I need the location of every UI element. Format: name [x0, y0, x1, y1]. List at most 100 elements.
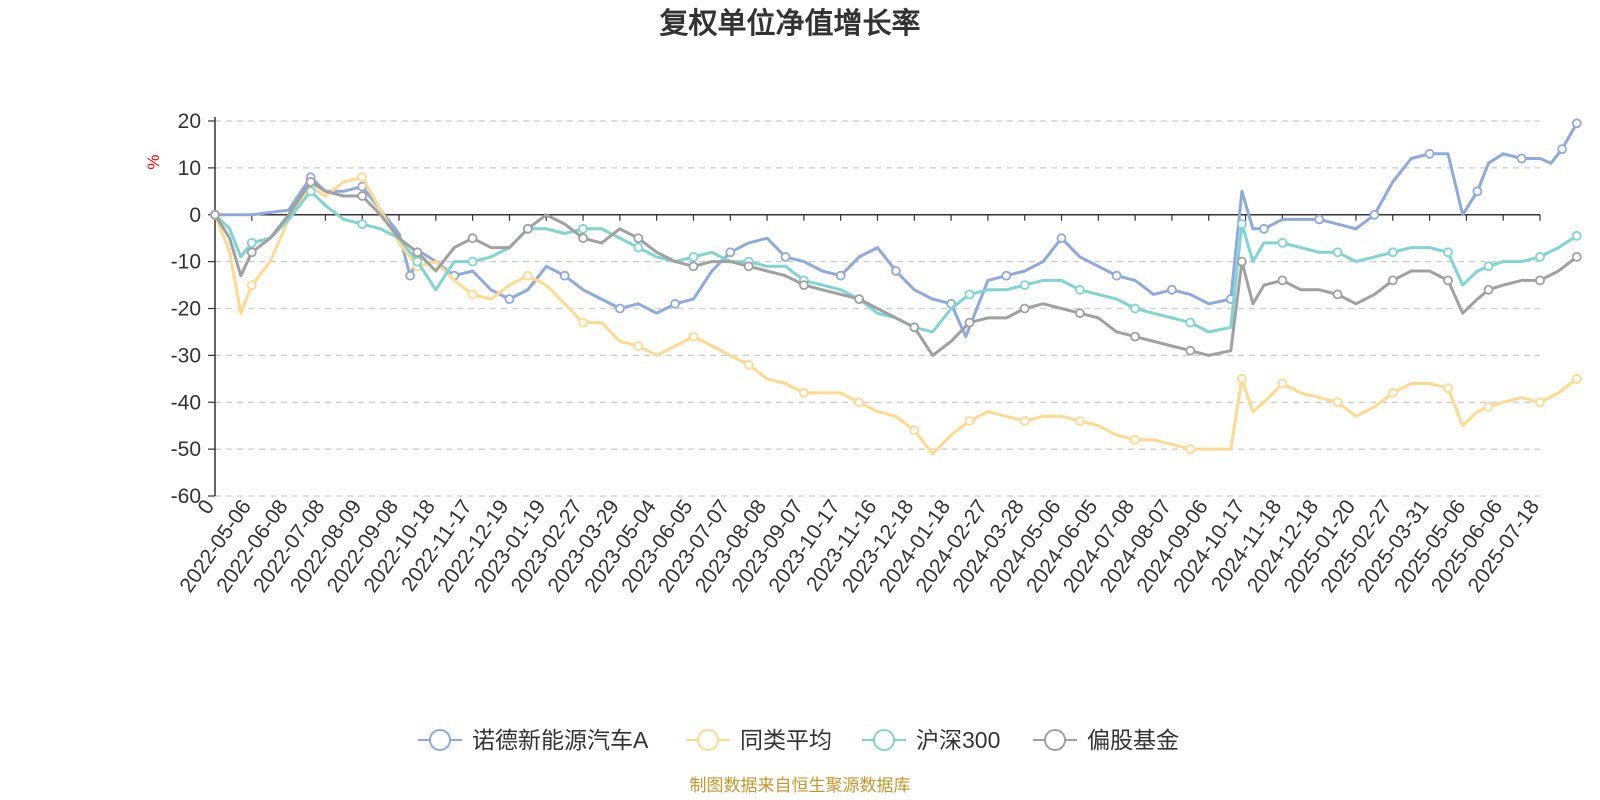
data-point: [799, 280, 809, 291]
data-point: [1277, 378, 1288, 389]
legend-marker: [697, 729, 719, 751]
data-point: [467, 233, 478, 244]
data-point: [1535, 397, 1545, 408]
legend-label: 同类平均: [740, 727, 832, 753]
data-point: [1443, 247, 1453, 258]
data-point: [1019, 303, 1030, 314]
legend[interactable]: 诺德新能源汽车A 同类平均 沪深300 偏股基金: [418, 727, 1179, 753]
data-point: [1483, 261, 1494, 272]
data-point: [1483, 401, 1494, 412]
data-point: [1332, 289, 1343, 300]
data-point: [670, 298, 680, 309]
data-point: [1130, 434, 1140, 445]
y-tick-label: 0: [189, 204, 201, 227]
data-point: [246, 247, 257, 258]
data-point: [1019, 416, 1030, 426]
series-line-1: [213, 175, 1578, 456]
data-point: [909, 322, 920, 333]
x-tick-label: 0: [194, 496, 220, 519]
data-point: [854, 294, 864, 305]
data-point: [210, 209, 220, 220]
data-point: [1237, 256, 1247, 267]
data-point: [412, 247, 423, 258]
data-point: [688, 251, 699, 262]
axis-layer: 20100-10-20-30-40-50-6002022-05-062022-0…: [171, 110, 1544, 597]
chart-title: 复权单位净值增长率: [659, 6, 920, 40]
data-point: [357, 191, 368, 201]
data-point: [412, 256, 423, 267]
data-point: [1571, 118, 1582, 129]
data-point: [504, 294, 515, 305]
data-point: [1111, 270, 1122, 281]
data-point: [964, 289, 975, 300]
data-point: [305, 176, 316, 187]
data-point: [1387, 387, 1398, 398]
y-tick-label: -60: [171, 485, 201, 508]
data-point: [246, 280, 257, 291]
data-point: [743, 261, 754, 272]
data-point: [1130, 331, 1140, 342]
data-point: [522, 270, 533, 281]
data-point: [578, 233, 588, 244]
data-point: [1314, 214, 1325, 225]
data-point: [1185, 345, 1196, 356]
data-point: [1167, 284, 1177, 295]
data-point: [1237, 373, 1247, 384]
data-point: [522, 223, 533, 234]
data-point: [1571, 251, 1582, 262]
data-point: [854, 397, 864, 408]
data-point: [909, 425, 920, 436]
legend-label: 沪深300: [916, 727, 1000, 753]
data-point: [835, 270, 846, 281]
legend-item-2[interactable]: 沪深300: [862, 727, 1000, 753]
legend-item-3[interactable]: 偏股基金: [1033, 727, 1179, 753]
data-point: [1443, 275, 1453, 286]
data-point: [1075, 416, 1085, 426]
series-line-0: [215, 122, 1579, 339]
data-point: [964, 416, 975, 426]
data-point: [357, 172, 368, 183]
series-layer: [210, 118, 1582, 456]
data-point: [1019, 280, 1030, 291]
legend-label: 偏股基金: [1087, 727, 1179, 753]
data-point: [688, 331, 699, 342]
data-point: [467, 289, 478, 300]
legend-item-0[interactable]: 诺德新能源汽车A: [418, 727, 649, 753]
data-point: [1075, 308, 1085, 319]
data-point: [1535, 251, 1545, 262]
data-point: [964, 317, 975, 328]
data-point: [578, 223, 588, 234]
data-point: [467, 256, 478, 267]
data-point: [1277, 237, 1288, 248]
data-point: [891, 266, 901, 276]
y-tick-label: 10: [178, 157, 201, 180]
y-axis-label: %: [144, 154, 163, 169]
data-point: [1332, 397, 1343, 408]
legend-item-1[interactable]: 同类平均: [686, 727, 832, 753]
data-point: [1369, 209, 1380, 220]
legend-label: 诺德新能源汽车A: [472, 727, 649, 753]
data-point: [305, 186, 316, 197]
data-point: [1277, 275, 1288, 286]
y-tick-label: -30: [171, 344, 201, 367]
y-tick-label: -20: [171, 298, 201, 321]
data-point: [633, 233, 644, 244]
data-point: [1001, 270, 1012, 281]
y-tick-label: -10: [171, 251, 201, 274]
y-tick-label: -50: [171, 438, 201, 461]
data-point: [1130, 303, 1140, 314]
data-point: [743, 359, 754, 370]
data-point: [688, 261, 699, 272]
data-point: [1387, 247, 1398, 258]
data-point: [578, 317, 588, 328]
data-point: [405, 270, 416, 281]
source-note: 制图数据来自恒生聚源数据库: [690, 776, 911, 795]
data-point: [799, 387, 809, 398]
data-point: [1557, 144, 1567, 155]
data-point: [246, 237, 257, 248]
data-point: [357, 219, 368, 230]
y-tick-label: -40: [171, 391, 201, 414]
legend-marker: [429, 729, 451, 751]
